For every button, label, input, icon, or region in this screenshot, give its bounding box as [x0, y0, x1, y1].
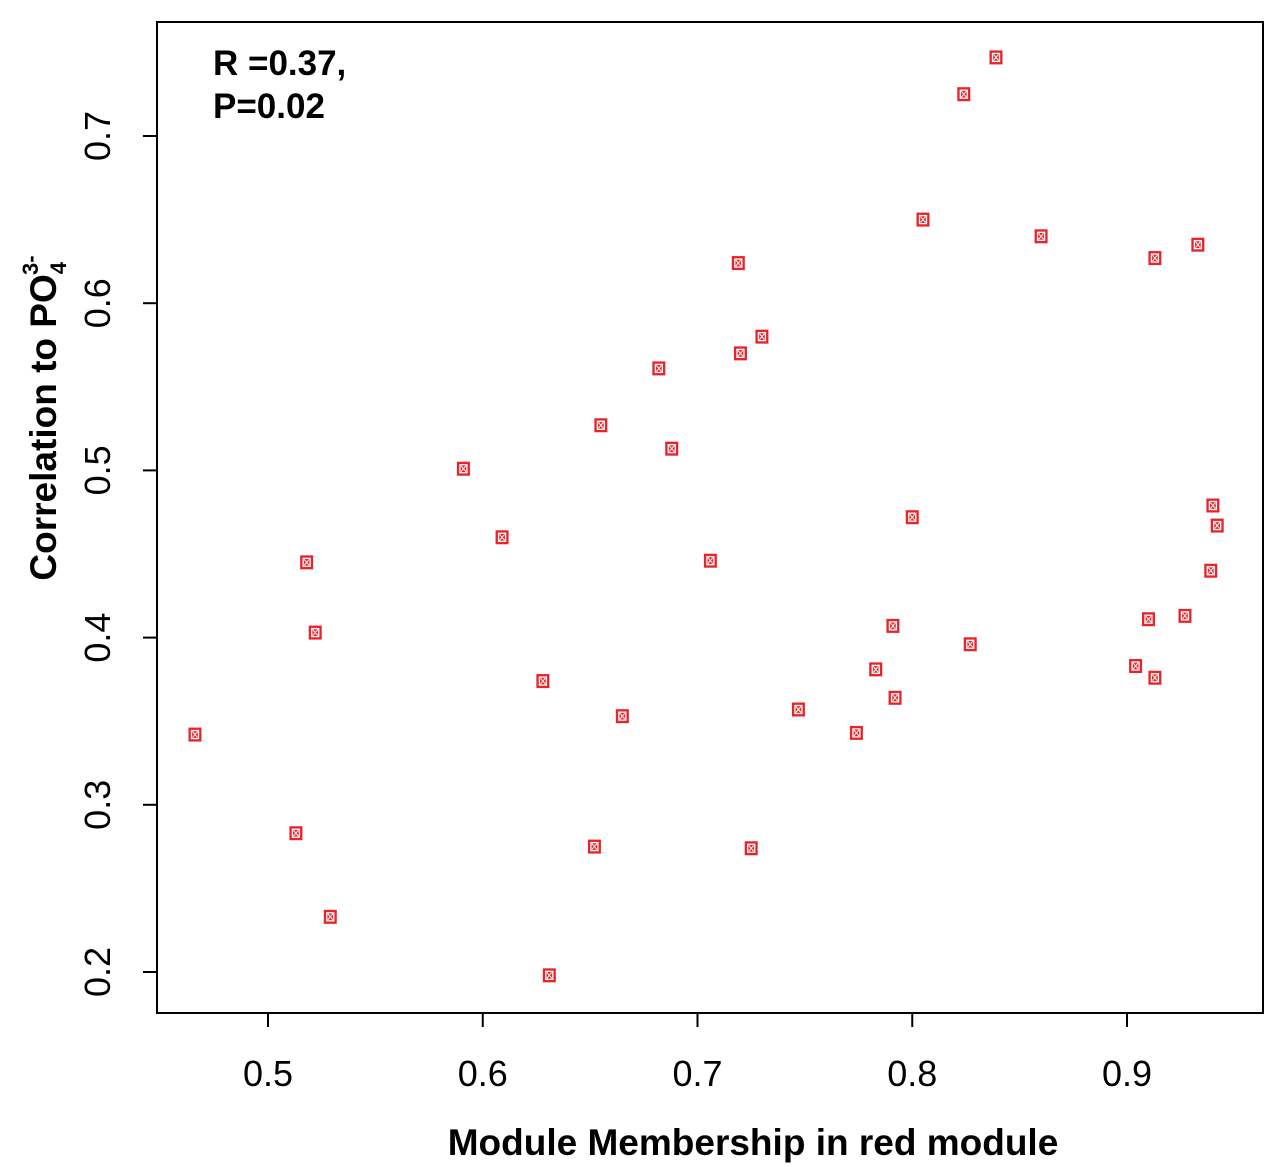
y-tick-label: 0.7: [77, 111, 118, 161]
data-point: [1034, 229, 1048, 244]
y-tick-label: 0.2: [77, 947, 118, 997]
y-tick-label: 0.5: [77, 445, 118, 495]
data-point: [916, 212, 930, 227]
data-point: [963, 637, 977, 652]
data-point: [886, 618, 900, 633]
data-point: [869, 662, 883, 677]
x-tick-label: 0.8: [887, 1053, 937, 1094]
y-tick-label: 0.6: [77, 278, 118, 328]
y-axis-title-main: Correlation to PO: [23, 274, 64, 580]
y-axis-title-superscript: 3-: [18, 255, 43, 275]
data-point: [703, 553, 717, 568]
y-axis-title: Correlation to PO43-: [18, 255, 71, 580]
data-point: [1210, 518, 1224, 533]
data-point: [1191, 237, 1205, 252]
x-tick-label: 0.9: [1102, 1053, 1152, 1094]
data-point: [731, 256, 745, 271]
data-point: [791, 702, 805, 717]
data-point: [587, 839, 601, 854]
data-point: [1129, 659, 1143, 674]
annotation-r: R =0.37,: [213, 44, 346, 83]
x-tick-label: 0.5: [243, 1053, 293, 1094]
data-point: [652, 361, 666, 376]
data-point: [989, 50, 1003, 65]
data-point: [1148, 670, 1162, 685]
data-point: [495, 530, 509, 545]
y-tick-label: 0.3: [77, 780, 118, 830]
data-point: [542, 968, 556, 983]
y-axis: 0.2 0.3 0.4 0.5 0.6 0.7: [77, 111, 157, 997]
data-point: [536, 674, 550, 689]
data-point: [289, 826, 303, 841]
plot-frame: [156, 21, 1264, 1014]
data-point: [1204, 563, 1218, 578]
data-point: [188, 727, 202, 742]
data-point: [665, 441, 679, 456]
data-point: [1178, 608, 1192, 623]
x-tick-label: 0.6: [458, 1053, 508, 1094]
data-point: [744, 841, 758, 856]
data-point: [300, 555, 314, 570]
data-point: [957, 87, 971, 102]
data-point: [888, 690, 902, 705]
data-point: [733, 346, 747, 361]
annotation-p: P=0.02: [213, 87, 325, 126]
x-axis-title: Module Membership in red module: [448, 1122, 1059, 1163]
y-axis-title-subscript: 4: [46, 261, 71, 274]
x-tick-label: 0.7: [672, 1053, 722, 1094]
x-axis: 0.5 0.6 0.7 0.8 0.9: [243, 1013, 1152, 1094]
data-point: [323, 909, 337, 924]
data-point: [1148, 251, 1162, 266]
data-point: [1141, 612, 1155, 627]
data-point: [308, 625, 322, 640]
data-point: [905, 510, 919, 525]
data-point: [615, 709, 629, 724]
data-point: [1206, 498, 1220, 513]
data-point: [755, 329, 769, 344]
y-tick-label: 0.4: [77, 613, 118, 663]
data-point: [456, 461, 470, 476]
data-points: [188, 50, 1224, 983]
data-point: [594, 418, 608, 433]
data-point: [849, 725, 863, 740]
